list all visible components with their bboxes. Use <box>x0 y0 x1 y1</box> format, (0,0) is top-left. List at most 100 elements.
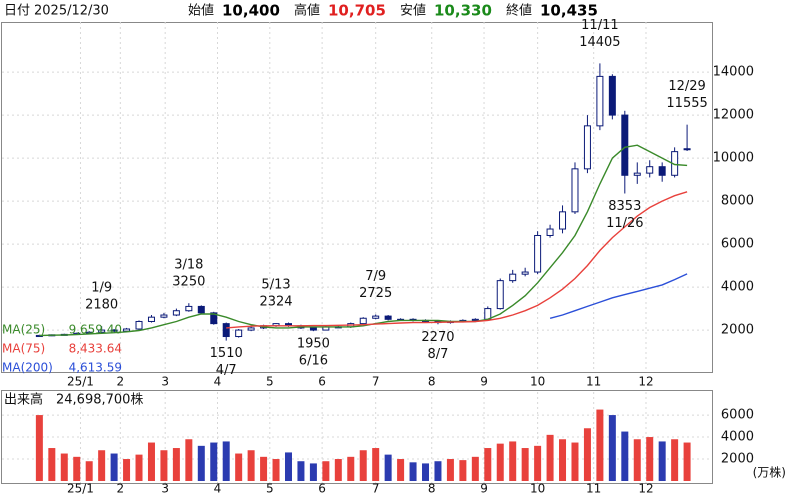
annotation-price: 2270 <box>421 330 454 345</box>
volume-bar <box>546 434 554 481</box>
annotation-date: 11/11 <box>581 18 618 33</box>
candle-body <box>384 315 392 320</box>
candle-body <box>621 114 629 176</box>
legend-name: MA(25) <box>2 323 45 337</box>
candle-body <box>123 328 131 332</box>
annotation-date: 11/26 <box>606 216 643 231</box>
x-tick-label: 6 <box>318 482 326 496</box>
annotation-date: 3/18 <box>174 258 203 273</box>
x-tick-label: 11 <box>586 375 601 389</box>
volume-bar <box>35 415 43 481</box>
candle-body <box>160 314 168 318</box>
y-tick-label: 14000 <box>713 65 754 80</box>
x-tick-label: 8 <box>428 482 436 496</box>
annotation-price: 8353 <box>608 199 641 214</box>
candle-body <box>98 329 106 333</box>
volume-bar <box>235 453 243 481</box>
candle-body <box>172 310 180 316</box>
volume-bar <box>135 454 143 481</box>
volume-bar <box>658 441 666 481</box>
candle-body <box>247 327 255 331</box>
volume-bar <box>422 463 430 481</box>
candle-body <box>471 318 479 321</box>
volume-bar <box>372 448 380 481</box>
volume-bar <box>459 460 467 481</box>
x-tick-label: 12 <box>638 482 653 496</box>
x-tick-label: 5 <box>266 482 274 496</box>
annotation-date: 7/9 <box>365 269 386 284</box>
volume-bar <box>509 441 517 481</box>
x-tick-label: 10 <box>530 482 545 496</box>
volume-bar <box>309 463 317 481</box>
volume-bar <box>197 445 205 481</box>
volume-bar <box>646 437 654 481</box>
volume-bar <box>583 428 591 481</box>
candle-body <box>658 166 666 176</box>
annotation-date: 4/7 <box>216 363 237 378</box>
y-tick-label: 12000 <box>713 108 754 123</box>
annotation-date: 5/13 <box>261 278 290 293</box>
candle-body <box>546 228 554 236</box>
y-tick-label: 2000 <box>721 452 754 467</box>
candle-body <box>608 75 616 116</box>
price-panel-frame <box>1 22 713 373</box>
volume-bar <box>571 442 579 481</box>
annotation-price: 14405 <box>579 35 620 50</box>
header-label: 高値 <box>294 3 320 19</box>
candle-body <box>210 312 218 325</box>
header-label: 安値 <box>400 3 426 19</box>
volume-bar <box>210 442 218 481</box>
candle-body <box>571 168 579 213</box>
x-tick-label: 11 <box>586 482 601 496</box>
volume-bar <box>160 450 168 481</box>
x-tick-label: 12 <box>638 375 653 389</box>
volume-bar <box>272 459 280 481</box>
legend-value: 9,659.40 <box>69 323 122 337</box>
annotation-price: 11555 <box>666 96 707 111</box>
candle-body <box>235 329 243 338</box>
x-tick-label: 9 <box>480 375 488 389</box>
candle-body <box>309 327 317 331</box>
legend-value: 8,433.64 <box>69 342 122 356</box>
x-tick-label: 3 <box>161 375 169 389</box>
x-tick-label: 9 <box>480 482 488 496</box>
candle-body <box>583 125 591 170</box>
y-tick-label: 4000 <box>721 280 754 295</box>
volume-bar <box>359 450 367 481</box>
volume-bar <box>397 459 405 481</box>
candle-body <box>147 316 155 322</box>
volume-total: 24,698,700株 <box>56 393 143 408</box>
candle-body <box>110 329 118 332</box>
candle-body <box>222 323 230 338</box>
x-tick-label: 7 <box>372 482 380 496</box>
volume-bar <box>73 456 81 481</box>
ma-line <box>549 273 688 319</box>
volume-bar <box>284 452 292 481</box>
header-value: 10,330 <box>434 2 492 20</box>
volume-bar <box>384 454 392 481</box>
volume-bar <box>434 461 442 481</box>
y-tick-label: 10000 <box>713 151 754 166</box>
volume-bar <box>347 456 355 481</box>
volume-bar <box>521 448 529 481</box>
x-tick-label: 3 <box>161 482 169 496</box>
x-tick-label: 10 <box>530 375 545 389</box>
y-tick-label: 6000 <box>721 408 754 423</box>
volume-bar <box>621 431 629 481</box>
volume-bar <box>484 448 492 481</box>
candle-body <box>509 273 517 282</box>
candle-body <box>534 234 542 273</box>
volume-bar <box>222 441 230 481</box>
ma-line <box>39 144 688 337</box>
legend-name: MA(75) <box>2 342 45 356</box>
header-value: 10,400 <box>222 2 280 20</box>
header-label: 終値 <box>506 3 532 19</box>
legend-name: MA(200) <box>2 361 53 375</box>
volume-bar <box>683 442 691 481</box>
volume-bar <box>185 439 193 481</box>
header-value: 10,705 <box>328 2 386 20</box>
x-tick-label: 2 <box>117 482 125 496</box>
volume-bar <box>633 439 641 481</box>
volume-bar <box>98 450 106 481</box>
